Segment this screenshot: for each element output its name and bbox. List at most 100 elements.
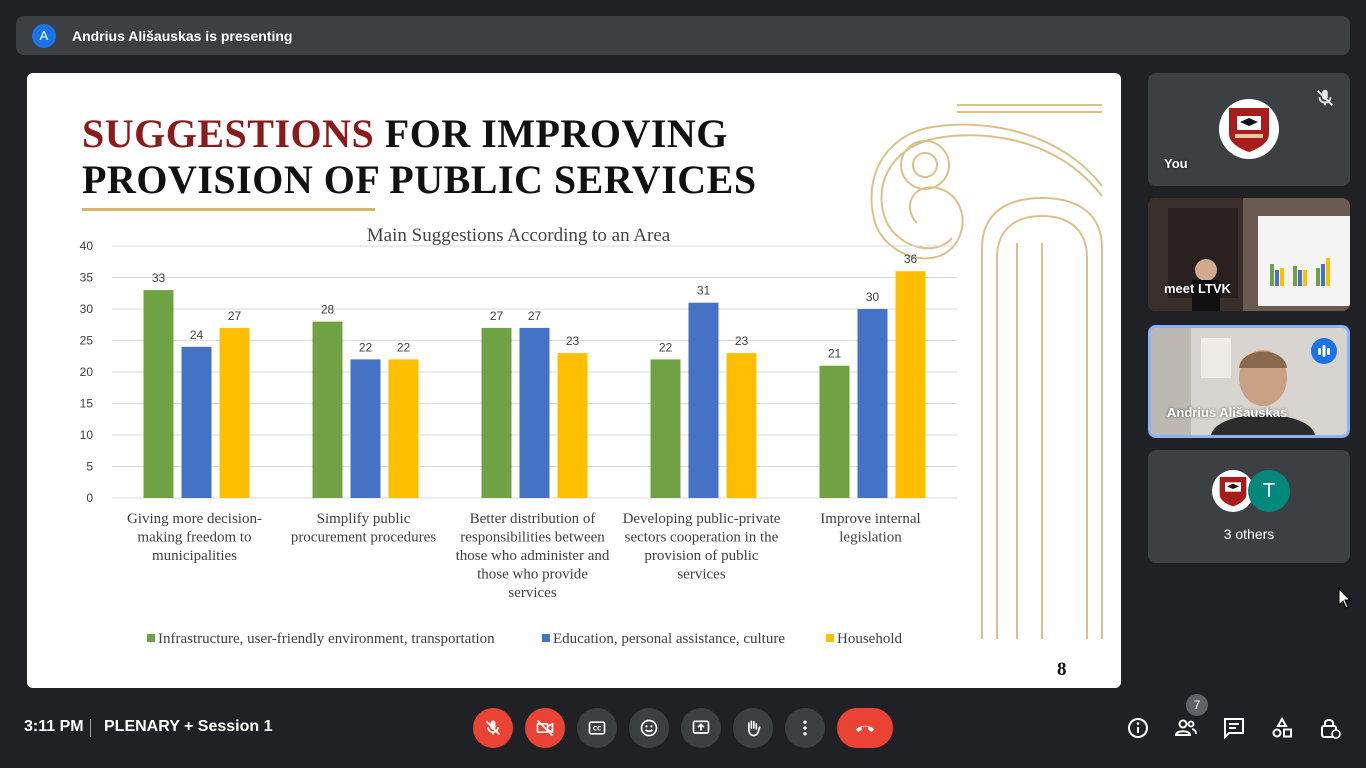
y-tick-label: 20 xyxy=(80,365,94,379)
mouse-cursor xyxy=(1338,588,1352,609)
y-tick-label: 0 xyxy=(86,491,93,505)
decorative-column xyxy=(870,104,1103,639)
meeting-details-button[interactable] xyxy=(1124,714,1152,742)
more-vert-icon xyxy=(803,720,807,736)
meeting-name: PLENARY + Session 1 xyxy=(104,718,273,735)
info-icon xyxy=(1128,718,1148,738)
captions-icon: CC xyxy=(588,721,606,735)
bar xyxy=(819,365,850,498)
data-label: 22 xyxy=(659,340,673,354)
data-label: 23 xyxy=(566,334,580,348)
presenting-text: Andrius Ališauskas is presenting xyxy=(72,27,293,44)
others-label: 3 others xyxy=(1223,526,1275,542)
chat-icon xyxy=(1224,718,1244,740)
x-category-label: Simplify public xyxy=(317,511,411,527)
legend-swatch xyxy=(826,634,834,642)
bottom-control-bar: 3:11 PM PLENARY + Session 1 CC xyxy=(0,700,1366,768)
activities-button[interactable] xyxy=(1268,714,1296,742)
y-tick-label: 35 xyxy=(80,271,94,285)
people-button[interactable] xyxy=(1172,714,1200,742)
data-label: 28 xyxy=(321,303,335,317)
bar-chart: Main Suggestions According to an Area 0 5 1… xyxy=(80,225,957,647)
participant-tile-you[interactable]: You xyxy=(1148,73,1350,186)
participant-tile-meet-ltvk[interactable]: meet LTVK xyxy=(1148,198,1350,311)
x-category-label: those who administer and xyxy=(456,548,610,564)
bar xyxy=(895,271,926,498)
emoji-reaction-button[interactable] xyxy=(629,708,669,748)
data-label: 27 xyxy=(490,309,504,323)
legend-label: Infrastructure, user-friendly environmen… xyxy=(158,631,495,647)
data-label: 22 xyxy=(397,340,411,354)
y-tick-label: 40 xyxy=(80,239,94,253)
current-time: 3:11 PM xyxy=(24,718,84,735)
data-label: 33 xyxy=(152,271,166,285)
participant-name-you: You xyxy=(1164,156,1188,171)
legend-swatch xyxy=(147,634,155,642)
mic-toggle-button[interactable] xyxy=(473,708,513,748)
y-tick-label: 15 xyxy=(80,397,94,411)
bar xyxy=(350,359,381,498)
svg-text:CC: CC xyxy=(593,727,602,733)
x-category-label: making freedom to xyxy=(137,530,251,546)
x-category-label: those who provide xyxy=(477,567,588,583)
presenting-banner: A Andrius Ališauskas is presenting xyxy=(16,16,1350,55)
participant-tile-andrius[interactable]: Andrius Ališauskas xyxy=(1148,325,1350,438)
y-tick-label: 25 xyxy=(80,334,94,348)
data-label: 31 xyxy=(697,284,711,298)
bar xyxy=(726,353,757,498)
x-category-label: Better distribution of xyxy=(470,511,596,527)
speaking-icon xyxy=(1311,338,1337,364)
participant-name-andrius: Andrius Ališauskas xyxy=(1167,405,1288,420)
hand-icon xyxy=(748,720,761,737)
x-category-label: municipalities xyxy=(152,548,237,564)
title-underline xyxy=(82,208,375,211)
leave-call-button[interactable] xyxy=(837,708,893,748)
mic-off-icon xyxy=(485,720,501,736)
slide-page-number: 8 xyxy=(1057,659,1067,680)
participant-tile-others[interactable]: T 3 others xyxy=(1148,450,1350,563)
x-category-label: legislation xyxy=(839,530,902,546)
emoji-icon xyxy=(640,719,658,737)
raise-hand-button[interactable] xyxy=(733,708,773,748)
bar xyxy=(557,353,588,498)
camera-off-icon xyxy=(536,719,554,737)
data-label: 27 xyxy=(228,309,242,323)
legend-label: Education, personal assistance, culture xyxy=(553,631,785,647)
ltvk-logo xyxy=(1219,99,1279,159)
data-label: 21 xyxy=(828,347,842,361)
y-tick-label: 5 xyxy=(86,460,93,474)
bar xyxy=(219,327,250,498)
data-label: 23 xyxy=(735,334,749,348)
hang-up-icon xyxy=(855,725,875,733)
people-count-badge: 7 xyxy=(1186,694,1208,716)
activities-icon xyxy=(1272,716,1292,738)
data-label: 24 xyxy=(190,328,204,342)
ltvk-video-thumbnail xyxy=(1148,198,1350,311)
legend-label: Household xyxy=(837,631,902,647)
more-options-button[interactable] xyxy=(785,708,825,748)
participant-name-ltvk: meet LTVK xyxy=(1164,281,1231,296)
x-category-label: Developing public-private xyxy=(623,511,781,527)
data-label: 30 xyxy=(866,290,880,304)
bar xyxy=(143,290,174,498)
x-category-label: procurement procedures xyxy=(291,530,437,546)
chat-button[interactable] xyxy=(1220,714,1248,742)
bar xyxy=(650,359,681,498)
x-category-label: services xyxy=(508,585,556,601)
present-icon xyxy=(692,720,710,734)
captions-button[interactable]: CC xyxy=(577,708,617,748)
lock-person-icon xyxy=(1321,719,1341,739)
x-category-label: Giving more decision- xyxy=(127,511,262,527)
mic-off-icon xyxy=(1317,89,1333,106)
legend-swatch xyxy=(542,634,550,642)
bar xyxy=(519,327,550,498)
camera-toggle-button[interactable] xyxy=(525,708,565,748)
present-screen-button[interactable] xyxy=(681,708,721,748)
slide-title-line1: FOR IMPROVING xyxy=(374,111,728,156)
y-tick-label: 30 xyxy=(80,302,94,316)
host-controls-button[interactable] xyxy=(1316,714,1344,742)
people-icon xyxy=(1174,719,1197,736)
others-avatar: T xyxy=(1248,470,1290,512)
andrius-video-thumbnail xyxy=(1151,328,1347,435)
slide-title-accent: SUGGESTIONS xyxy=(82,111,375,156)
